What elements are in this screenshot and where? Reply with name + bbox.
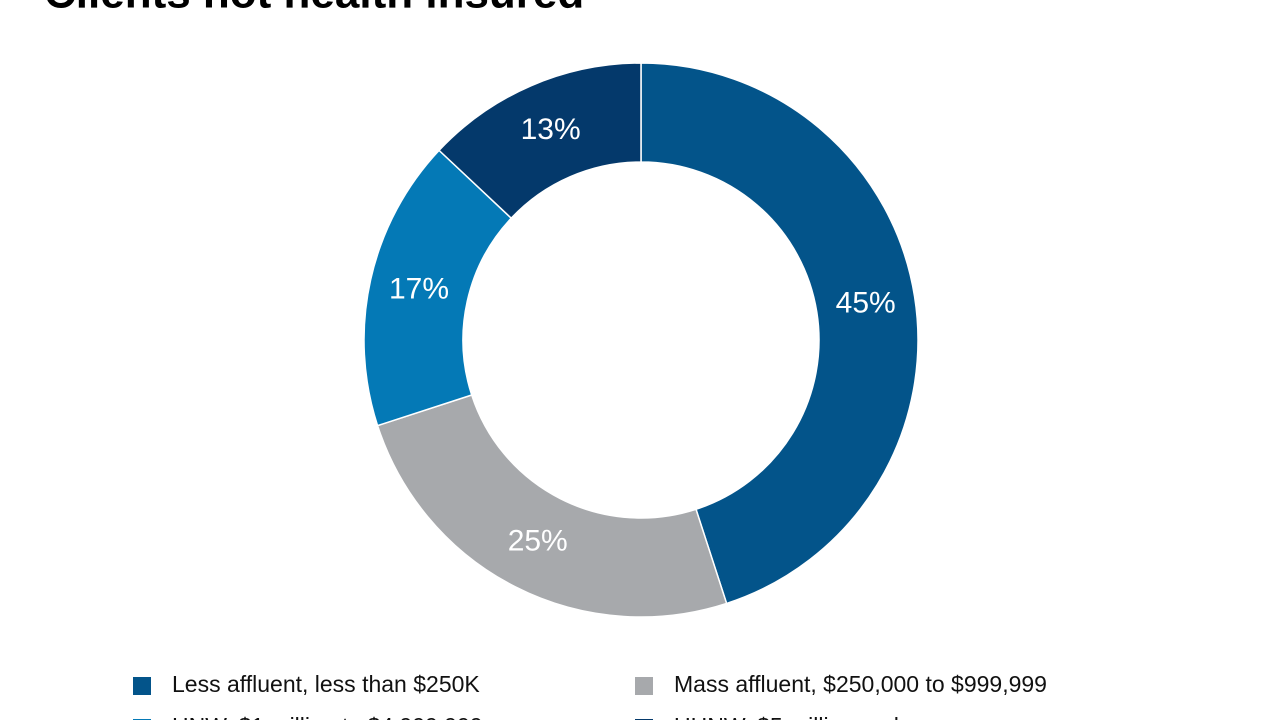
slice-label: 45% — [836, 286, 896, 319]
legend-label: Less affluent, less than $250K — [172, 671, 480, 697]
legend-swatch — [635, 677, 653, 695]
donut-slice — [438, 62, 642, 220]
legend-swatch — [133, 677, 151, 695]
legend-label: UHNW, $5 million and up — [674, 713, 931, 720]
slice-label: 17% — [389, 272, 449, 305]
donut-slice — [640, 62, 919, 605]
slice-label: 13% — [521, 113, 581, 146]
chart-title: Clients not health insured — [44, 0, 584, 18]
donut-slice — [376, 394, 728, 618]
donut: 45% 25% 17% 13% — [363, 62, 919, 618]
legend-label: Mass affluent, $250,000 to $999,999 — [674, 671, 1047, 697]
slice-label: 25% — [508, 525, 568, 558]
legend: Less affluent, less than $250K Mass afflu… — [133, 671, 1047, 720]
legend-label: HNW, $1 million to $4,999,999 — [172, 713, 483, 720]
